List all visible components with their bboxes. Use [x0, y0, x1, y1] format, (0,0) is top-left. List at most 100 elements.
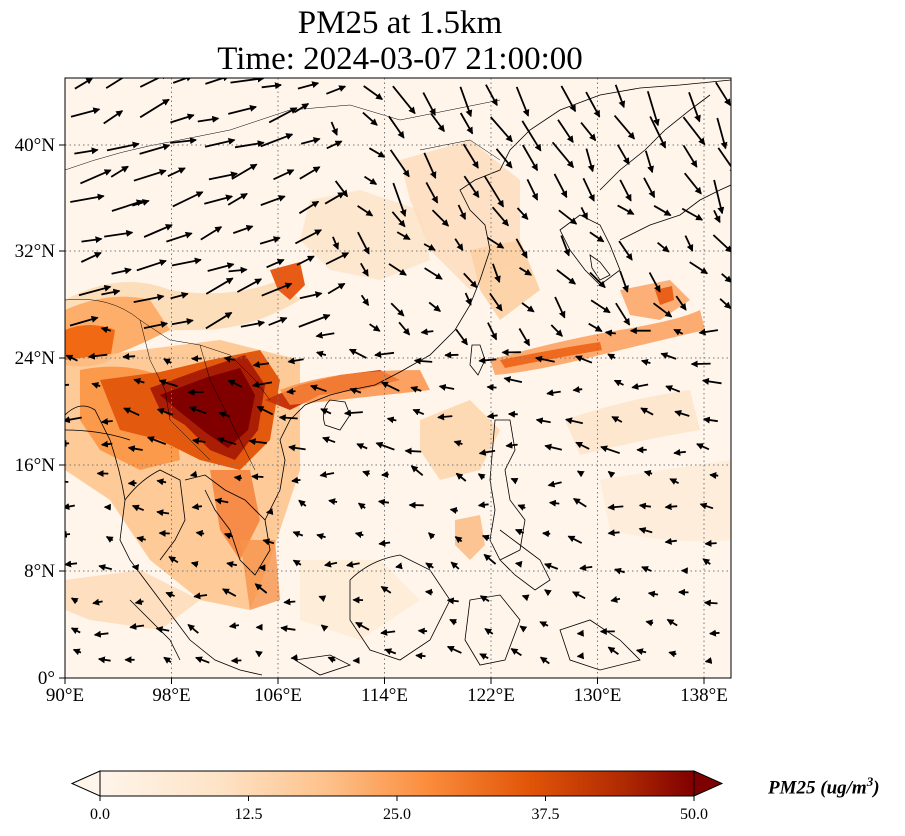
- wind-arrow: [163, 656, 172, 664]
- wind-arrow: [357, 502, 366, 510]
- wind-arrow: [278, 414, 298, 422]
- wind-arrow: [390, 302, 405, 317]
- wind-arrow: [388, 115, 405, 139]
- wind-arrow: [427, 532, 436, 540]
- colorbar: 0.0 12.5 25.0 37.5 50.0: [70, 770, 724, 823]
- wind-arrow: [392, 182, 407, 217]
- wind-arrow: [459, 86, 473, 118]
- wind-arrow: [346, 560, 360, 568]
- wind-arrow: [362, 111, 378, 126]
- colorbar-extend-max: [693, 770, 724, 797]
- wind-arrow: [223, 355, 235, 363]
- wind-arrow: [607, 470, 616, 479]
- coastlines: [65, 79, 731, 676]
- wind-arrow: [580, 122, 597, 142]
- wind-arrow: [464, 292, 472, 306]
- wind-arrow: [172, 78, 194, 84]
- wind-arrow: [240, 320, 266, 328]
- colorbar-gradient: [100, 771, 694, 796]
- lon-tick-label: 130°E: [574, 685, 622, 706]
- wind-arrow: [252, 361, 270, 368]
- wind-arrow: [251, 473, 264, 481]
- wind-arrow: [197, 115, 220, 123]
- lon-tick-label: 98°E: [152, 685, 190, 706]
- wind-arrow: [698, 328, 719, 336]
- wind-arrow: [318, 595, 327, 602]
- wind-arrow: [484, 628, 494, 636]
- wind-arrow: [638, 527, 653, 534]
- wind-arrow: [576, 652, 585, 660]
- wind-arrow: [534, 355, 555, 363]
- wind-arrow: [463, 175, 480, 199]
- wind-arrow: [188, 406, 207, 415]
- wind-arrow: [266, 258, 285, 269]
- wind-arrow: [505, 441, 518, 449]
- wind-arrow: [97, 656, 111, 664]
- wind-arrow: [133, 377, 145, 385]
- wind-arrow: [560, 235, 571, 257]
- wind-arrow: [65, 383, 70, 386]
- wind-arrow: [454, 238, 464, 252]
- wind-arrow: [260, 195, 286, 206]
- wind-arrow: [521, 302, 535, 313]
- wind-arrow: [575, 441, 590, 450]
- wind-arrow: [262, 538, 275, 546]
- wind-arrow: [65, 416, 82, 424]
- wind-arrow: [133, 169, 167, 182]
- wind-arrow: [572, 497, 587, 508]
- wind-arrow: [422, 92, 436, 116]
- wind-arrow: [360, 294, 370, 307]
- wind-arrow: [446, 645, 462, 654]
- wind-arrow: [163, 358, 172, 365]
- wind-arrow: [546, 389, 561, 397]
- wind-arrow: [619, 270, 629, 293]
- wind-arrow: [360, 262, 369, 277]
- wind-arrow: [80, 251, 102, 263]
- wind-arrow: [265, 508, 274, 516]
- wind-arrow: [600, 445, 620, 455]
- wind-arrow: [195, 529, 205, 537]
- wind-arrow: [423, 243, 436, 251]
- wind-arrow: [100, 326, 112, 334]
- wind-arrow: [322, 436, 336, 444]
- wind-arrow: [396, 231, 411, 241]
- wind-arrow: [315, 350, 327, 358]
- lat-tick-label: 0°: [38, 668, 55, 689]
- wind-arrow: [78, 284, 112, 297]
- wind-arrow: [478, 448, 496, 456]
- wind-arrow: [111, 199, 144, 212]
- wind-arrow: [424, 267, 443, 280]
- wind-arrow: [607, 503, 624, 511]
- wind-arrow: [669, 478, 680, 485]
- wind-arrow: [251, 381, 273, 389]
- wind-arrow: [380, 585, 392, 594]
- wind-arrow: [640, 358, 651, 366]
- wind-arrow: [446, 597, 459, 605]
- wind-arrow: [431, 209, 450, 227]
- wind-arrow: [146, 436, 167, 446]
- wind-arrow: [156, 478, 167, 486]
- wind-arrow: [170, 113, 195, 124]
- wind-arrow: [143, 321, 169, 329]
- wind-arrow: [189, 470, 198, 478]
- wind-arrow: [666, 618, 678, 627]
- lon-tick-label: 90°E: [46, 685, 84, 706]
- wind-arrow: [544, 589, 552, 597]
- wind-arrow: [420, 328, 434, 336]
- wind-arrow: [455, 472, 467, 482]
- wind-arrow: [292, 559, 302, 567]
- wind-arrow: [619, 179, 632, 202]
- wind-arrow: [576, 470, 585, 478]
- wind-arrow: [580, 206, 589, 220]
- wind-arrow: [478, 356, 497, 364]
- wind-arrow: [384, 648, 397, 655]
- wind-arrow: [389, 149, 410, 178]
- wind-arrow: [127, 445, 143, 453]
- wind-arrow: [195, 656, 210, 664]
- wind-arrow: [328, 498, 338, 506]
- wind-arrow: [226, 561, 238, 568]
- wind-arrow: [607, 646, 619, 655]
- wind-arrow: [516, 207, 529, 220]
- wind-arrow: [380, 381, 400, 392]
- map-title-line-2: Time: 2024-03-07 21:00:00: [217, 41, 583, 77]
